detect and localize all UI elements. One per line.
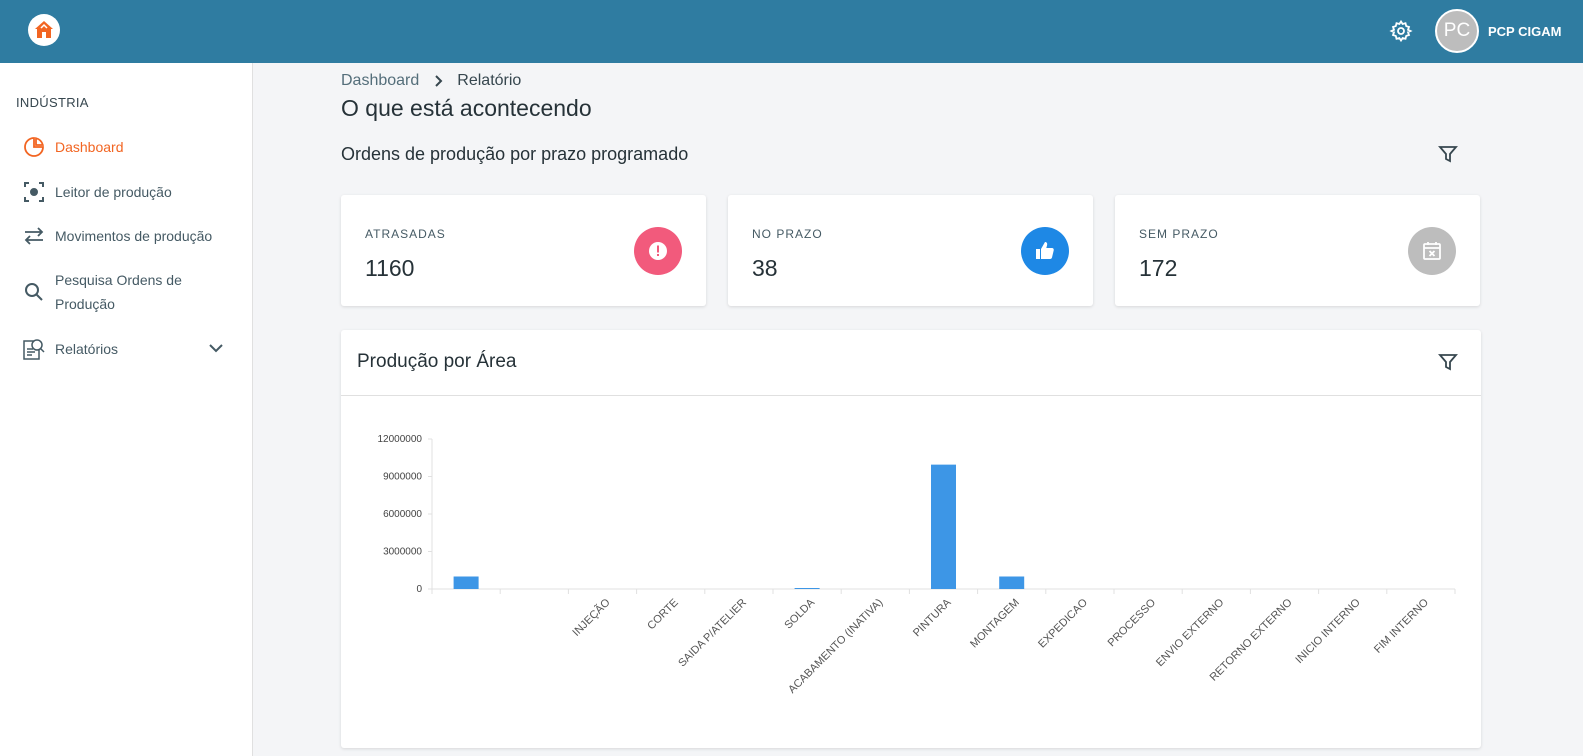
y-tick-label: 9000000 [383, 472, 422, 483]
x-tick-label: PROCESSO [1106, 596, 1159, 649]
card-label: ATRASADAS [365, 227, 446, 241]
x-tick-label: CORTE [645, 597, 681, 633]
breadcrumb-current: Relatório [457, 72, 522, 89]
section-title: Ordens de produção por prazo programado [341, 144, 689, 164]
alert-icon [634, 227, 682, 275]
x-tick-label: FIM INTERNO [1372, 596, 1431, 655]
x-tick-label: SAIDA P/ATELIER [676, 597, 749, 670]
top-bar: PC PCP CIGAM [0, 0, 1583, 63]
x-tick-label: ENVIO EXTERNO [1154, 596, 1227, 669]
sidebar-item-label: Pesquisa Ordens de Produção [55, 272, 182, 312]
report-icon [22, 337, 46, 361]
panel-title: Produção por Área [357, 351, 517, 372]
bar [794, 588, 820, 589]
settings-gear-icon[interactable] [1389, 19, 1413, 43]
x-tick-label: EXPEDICAO [1036, 596, 1090, 650]
card-no-prazo[interactable]: NO PRAZO 38 [728, 195, 1093, 306]
panel-divider [341, 395, 1481, 396]
app-logo-icon[interactable] [28, 14, 60, 46]
pie-chart-icon [22, 135, 46, 159]
y-tick-label: 12000000 [378, 434, 423, 445]
sidebar-item-relatorios[interactable]: Relatórios [22, 337, 118, 361]
card-atrasadas[interactable]: ATRASADAS 1160 [341, 195, 706, 306]
sidebar-section-title: INDÚSTRIA [16, 95, 89, 110]
y-tick-label: 3000000 [383, 547, 422, 558]
card-value: 172 [1139, 255, 1178, 281]
y-tick-label: 6000000 [383, 509, 422, 520]
filter-icon[interactable] [1437, 351, 1459, 373]
search-icon [22, 280, 46, 304]
chevron-down-icon[interactable] [206, 338, 226, 358]
breadcrumb-root[interactable]: Dashboard [341, 72, 420, 89]
sidebar-item-label: Relatórios [55, 341, 119, 357]
sidebar-item-label: Movimentos de produção [55, 228, 213, 244]
sidebar-item-movimentos[interactable]: Movimentos de produção [22, 224, 212, 248]
user-name[interactable]: PCP CIGAM [1488, 24, 1562, 39]
x-tick-label: MONTAGEM [968, 597, 1022, 651]
user-avatar[interactable]: PC [1435, 9, 1479, 53]
card-label: SEM PRAZO [1139, 227, 1219, 241]
page-title: O que está acontecendo [341, 95, 592, 121]
sidebar-item-leitor[interactable]: Leitor de produção [22, 180, 172, 204]
production-by-area-panel: Produção por Área 0 3000000 6000000 9000000… [341, 330, 1481, 748]
bar [453, 576, 479, 589]
sidebar-item-dashboard[interactable]: Dashboard [22, 135, 124, 159]
chevron-right-icon [431, 74, 445, 88]
thumbs-up-icon [1021, 227, 1069, 275]
bar [999, 576, 1025, 589]
production-bar-chart: 0 3000000 6000000 9000000 12000000 INJEÇÃO COR… [378, 434, 1456, 696]
x-tick-label: PINTURA [911, 596, 954, 639]
avatar-initials: PC [1443, 20, 1471, 41]
x-tick-label: INICIO INTERNO [1293, 596, 1363, 666]
y-tick-label: 0 [416, 584, 422, 595]
calendar-x-icon [1408, 227, 1456, 275]
card-value: 38 [752, 255, 778, 281]
x-tick-label: SOLDA [782, 596, 817, 631]
card-label: NO PRAZO [752, 227, 823, 241]
card-value: 1160 [365, 255, 415, 281]
breadcrumb: Dashboard Relatório [341, 72, 521, 90]
scan-icon [22, 180, 46, 204]
bar [931, 464, 956, 589]
sidebar-item-label: Leitor de produção [55, 184, 172, 200]
sidebar: INDÚSTRIA Dashboard Leitor de produção M… [0, 63, 253, 756]
swap-arrows-icon [22, 224, 46, 248]
filter-icon[interactable] [1437, 143, 1459, 165]
x-tick-label: INJEÇÃO [570, 596, 613, 639]
sidebar-item-label: Dashboard [55, 139, 124, 155]
sidebar-item-pesquisa[interactable]: Pesquisa Ordens de Produção [22, 268, 222, 316]
card-sem-prazo[interactable]: SEM PRAZO 172 [1115, 195, 1480, 306]
